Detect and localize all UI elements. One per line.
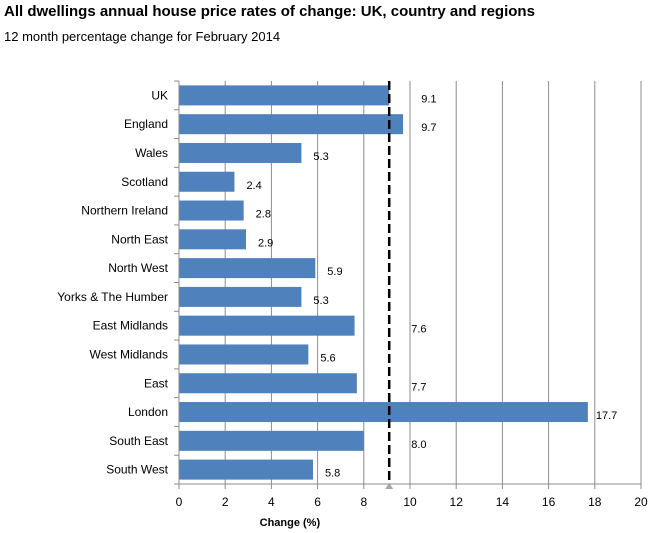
- x-tick-label: 0: [176, 495, 183, 509]
- bar: [179, 286, 302, 307]
- bars: [179, 85, 588, 480]
- category-label: Yorks & The Humber: [57, 290, 168, 304]
- gridlines: [224, 81, 642, 484]
- value-label: 5.3: [313, 151, 328, 163]
- bar: [179, 430, 364, 451]
- bar: [179, 85, 390, 106]
- bar: [179, 229, 246, 250]
- value-label: 5.8: [325, 468, 340, 480]
- x-tick-label: 12: [450, 495, 464, 509]
- bar: [179, 373, 357, 394]
- bar: [179, 171, 235, 192]
- value-label: 9.7: [421, 122, 436, 134]
- category-label: Northern Ireland: [81, 204, 168, 218]
- bar: [179, 200, 244, 221]
- x-tick-label: 14: [496, 495, 510, 509]
- value-label: 2.4: [246, 180, 261, 192]
- bar: [179, 344, 309, 365]
- category-label: South East: [109, 434, 168, 448]
- x-tick-label: 20: [634, 495, 648, 509]
- bar: [179, 114, 404, 135]
- bar: [179, 142, 302, 163]
- value-label: 8.0: [411, 439, 426, 451]
- value-label: 5.6: [320, 352, 335, 364]
- value-label: 17.7: [596, 410, 617, 422]
- bar: [179, 459, 313, 480]
- category-label: UK: [151, 88, 168, 102]
- x-tick-labels: 0 2 4 6 8 10 12 14 16 18 20: [176, 495, 648, 509]
- x-tick-label: 16: [542, 495, 556, 509]
- chart-subtitle: 12 month percentage change for February …: [4, 29, 281, 44]
- reference-line-group: [385, 81, 394, 489]
- bar: [179, 402, 588, 423]
- category-label: East: [144, 376, 169, 390]
- reference-marker: [385, 483, 394, 489]
- x-tick-label: 18: [588, 495, 602, 509]
- value-label: 2.9: [258, 237, 273, 249]
- category-label: London: [128, 405, 168, 419]
- axes: [174, 80, 642, 489]
- category-label: North West: [108, 261, 168, 275]
- value-label: 5.3: [313, 295, 328, 307]
- category-label: Wales: [135, 146, 168, 160]
- x-tick-label: 8: [360, 495, 367, 509]
- value-label: 2.8: [256, 209, 271, 221]
- category-label: West Midlands: [90, 347, 168, 361]
- value-label: 9.1: [421, 93, 436, 105]
- x-tick-label: 10: [403, 495, 417, 509]
- x-tick-label: 2: [222, 495, 229, 509]
- x-axis-title: Change (%): [260, 517, 321, 529]
- value-label: 7.7: [411, 381, 426, 393]
- category-label: England: [124, 117, 168, 131]
- category-label: Scotland: [121, 175, 168, 189]
- category-label: East Midlands: [93, 319, 168, 333]
- x-tick-label: 4: [268, 495, 275, 509]
- bar: [179, 315, 355, 336]
- category-labels: UK England Wales Scotland Northern Ireland No…: [57, 88, 168, 476]
- value-label: 5.9: [327, 266, 342, 278]
- category-label: North East: [111, 232, 168, 246]
- category-label: South West: [106, 463, 168, 477]
- value-label: 7.6: [411, 324, 426, 336]
- chart-title: All dwellings annual house price rates o…: [4, 3, 535, 20]
- value-labels: 9.1 9.7 5.3 2.4 2.8 2.9 5.9 5.3 7.6 5.6 7.7 17.7 8.0…: [246, 93, 617, 479]
- x-tick-label: 6: [314, 495, 321, 509]
- bar: [179, 258, 316, 279]
